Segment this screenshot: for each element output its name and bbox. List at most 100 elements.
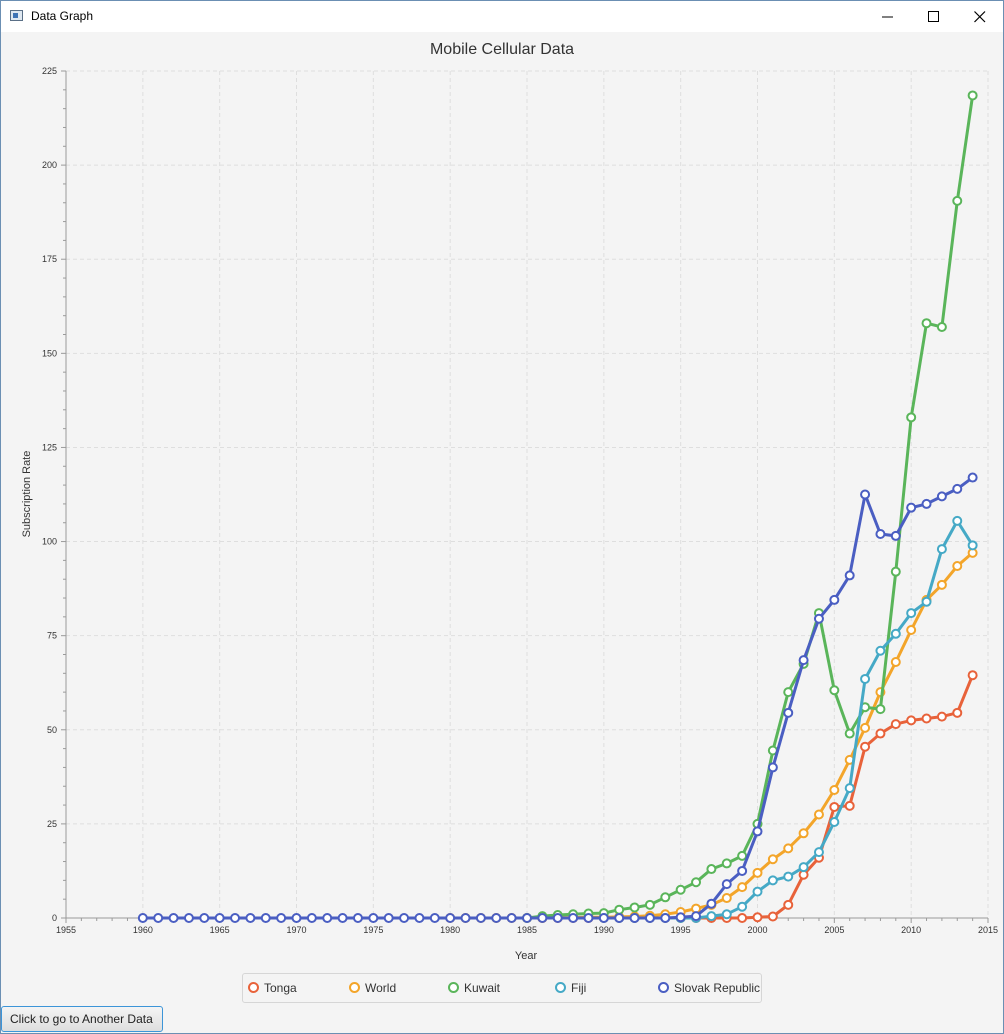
data-point [936,579,947,590]
x-tick-label: 1995 [671,925,691,935]
data-point [475,913,486,923]
data-point [752,826,763,837]
legend-label: Kuwait [464,981,501,995]
data-point [429,913,440,923]
data-point [860,489,871,500]
legend-label: Slovak Republic [674,981,761,995]
legend-marker-icon [448,982,459,993]
data-point [245,913,256,923]
data-point [368,913,379,923]
x-tick-label: 1980 [440,925,460,935]
data-point [644,899,655,910]
data-point [260,913,271,923]
data-point [614,904,625,915]
y-tick-label: 100 [42,537,57,547]
data-point [844,783,855,794]
data-point [952,195,963,206]
data-point [491,913,502,923]
data-point [844,728,855,739]
data-point [737,882,748,893]
close-button[interactable] [957,1,1003,32]
data-point [230,913,241,923]
data-point [706,864,717,875]
data-point [153,913,164,923]
data-point [860,673,871,684]
data-point [706,898,717,909]
data-point [967,540,978,551]
x-tick-label: 2015 [978,925,998,935]
data-point [552,913,563,923]
data-point [783,843,794,854]
legend-label: Tonga [264,981,297,995]
series-lines [137,90,978,923]
legend-item-world: World [349,981,396,995]
x-tick-label: 2005 [824,925,844,935]
data-point [890,657,901,668]
app-icon [10,10,23,21]
legend-marker-icon [349,982,360,993]
minimize-button[interactable] [865,1,911,32]
data-point [337,913,348,923]
data-point [737,850,748,861]
data-point [936,321,947,332]
data-point [721,893,732,904]
data-point [875,704,886,715]
data-point [890,530,901,541]
maximize-button[interactable] [911,1,957,32]
series-slovak-republic [137,472,978,923]
y-axis-label: Subscription Rate [21,451,33,538]
data-point [813,613,824,624]
data-point [936,711,947,722]
legend-marker-icon [248,982,259,993]
title-bar: Data Graph [1,1,1003,32]
data-point [952,707,963,718]
data-point [629,902,640,913]
axes: 1955 1960 1965 1970 1975 1980 1985 1990 1995 2000… [42,66,998,935]
legend-item-slovak-republic: Slovak Republic [658,981,760,995]
series-line-kuwait [526,95,975,920]
data-point [829,801,840,812]
data-point [352,913,363,923]
data-point [952,515,963,526]
grid [66,70,989,918]
data-point [936,544,947,555]
data-point [737,901,748,912]
data-point [936,491,947,502]
data-point [414,913,425,923]
y-tick-label: 25 [47,819,57,829]
data-point [875,645,886,656]
data-point [137,913,148,923]
x-tick-label: 1990 [594,925,614,935]
data-point [906,608,917,619]
data-point [921,713,932,724]
legend-item-fiji: Fiji [555,981,586,995]
series-line-slovak-republic [142,476,974,920]
data-point [767,875,778,886]
data-point [952,483,963,494]
minimize-icon [882,16,893,18]
x-tick-label: 1975 [363,925,383,935]
data-point [445,913,456,923]
data-point [844,800,855,811]
data-point [199,913,210,923]
legend-label: Fiji [571,981,587,995]
x-tick-label: 1965 [210,925,230,935]
data-point [598,913,609,923]
data-point [660,913,671,923]
legend-item-tonga: Tonga [248,981,297,995]
data-point [783,899,794,910]
data-point [721,879,732,890]
next-data-button[interactable]: Click to go to Another Data [1,1006,163,1032]
y-tick-label: 150 [42,348,57,358]
y-tick-label: 50 [47,725,57,735]
close-icon [974,11,986,23]
data-point [383,913,394,923]
y-tick-label: 0 [52,913,57,923]
data-point [767,911,778,922]
data-point [752,912,763,923]
y-tick-label: 225 [42,66,57,76]
data-point [906,412,917,423]
data-point [583,913,594,923]
data-point [798,862,809,873]
legend-marker-icon [658,982,669,993]
